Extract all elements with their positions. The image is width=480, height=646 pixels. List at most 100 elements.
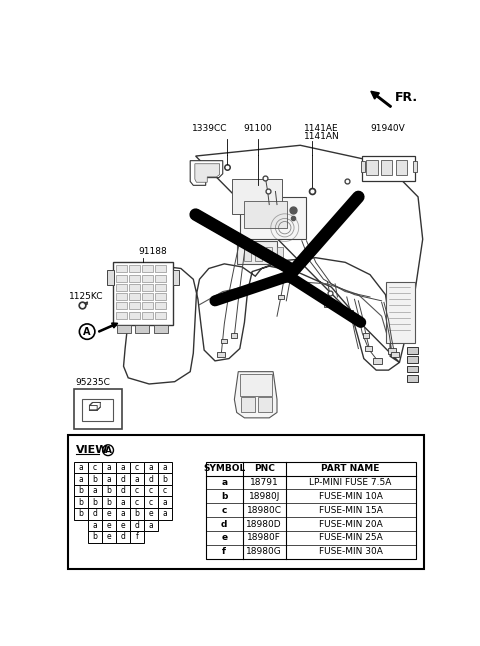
Text: d: d xyxy=(93,509,97,518)
FancyArrow shape xyxy=(98,323,118,332)
Bar xyxy=(244,201,287,227)
Bar xyxy=(385,282,415,343)
Text: a: a xyxy=(107,475,111,484)
Text: d: d xyxy=(148,475,153,484)
Bar xyxy=(156,266,166,273)
Text: d: d xyxy=(120,486,125,495)
Bar xyxy=(157,474,172,485)
Bar xyxy=(266,247,272,261)
Bar xyxy=(102,519,116,531)
Text: c: c xyxy=(135,463,139,472)
Text: 95235C: 95235C xyxy=(75,378,110,387)
Text: 18980J: 18980J xyxy=(249,492,280,501)
Text: c: c xyxy=(135,486,139,495)
Text: a: a xyxy=(148,463,153,472)
Text: 1339CC: 1339CC xyxy=(192,124,228,133)
Bar xyxy=(156,293,166,300)
Bar xyxy=(130,519,144,531)
Text: 18980D: 18980D xyxy=(246,519,282,528)
Bar xyxy=(362,156,415,181)
Bar xyxy=(255,247,262,261)
Bar xyxy=(88,485,102,496)
Bar xyxy=(366,160,378,175)
Bar xyxy=(88,496,102,508)
Bar xyxy=(130,496,144,508)
Bar xyxy=(144,462,157,474)
Bar xyxy=(407,375,418,382)
Bar xyxy=(116,284,127,291)
Bar xyxy=(74,496,88,508)
Text: FUSE-MIN 25A: FUSE-MIN 25A xyxy=(319,534,383,543)
Bar xyxy=(135,326,149,333)
Text: b: b xyxy=(79,497,84,506)
Bar xyxy=(237,241,277,264)
Text: LP-MINI FUSE 7.5A: LP-MINI FUSE 7.5A xyxy=(310,478,392,487)
Text: SYMBOL: SYMBOL xyxy=(203,464,245,473)
Bar xyxy=(117,326,131,333)
Bar xyxy=(373,358,383,364)
Bar xyxy=(142,266,153,273)
Bar xyxy=(116,519,130,531)
Bar xyxy=(130,462,144,474)
Bar xyxy=(116,531,130,543)
Bar xyxy=(116,474,130,485)
Bar xyxy=(88,531,102,543)
Bar xyxy=(102,531,116,543)
Bar xyxy=(244,247,251,261)
Bar xyxy=(142,284,153,291)
Text: c: c xyxy=(163,486,167,495)
Text: a: a xyxy=(79,463,84,472)
Text: PNC: PNC xyxy=(254,464,275,473)
Text: 18980C: 18980C xyxy=(247,506,282,515)
Bar xyxy=(107,270,114,286)
Text: FUSE-MIN 15A: FUSE-MIN 15A xyxy=(319,506,383,515)
Bar xyxy=(396,160,407,175)
Text: c: c xyxy=(149,497,153,506)
Text: a: a xyxy=(134,475,139,484)
Bar xyxy=(413,161,417,172)
Bar xyxy=(157,496,172,508)
Text: b: b xyxy=(107,497,111,506)
Bar xyxy=(113,262,173,326)
Bar xyxy=(130,508,144,519)
Bar xyxy=(116,496,130,508)
Bar xyxy=(144,508,157,519)
Text: a: a xyxy=(120,463,125,472)
Bar xyxy=(88,474,102,485)
Polygon shape xyxy=(195,163,220,182)
Text: c: c xyxy=(149,486,153,495)
Bar xyxy=(277,247,283,261)
Text: f: f xyxy=(135,532,138,541)
Bar xyxy=(116,485,130,496)
Bar xyxy=(130,485,144,496)
Text: c: c xyxy=(135,497,139,506)
Bar xyxy=(407,366,418,373)
Bar xyxy=(102,485,116,496)
Bar xyxy=(144,496,157,508)
Text: b: b xyxy=(162,475,167,484)
Bar xyxy=(102,462,116,474)
Bar xyxy=(381,160,393,175)
Bar xyxy=(391,352,399,357)
Bar xyxy=(116,508,130,519)
Bar xyxy=(116,462,130,474)
Bar xyxy=(407,347,418,354)
Bar xyxy=(102,508,116,519)
Bar xyxy=(129,266,140,273)
Text: 1141AE: 1141AE xyxy=(304,124,339,133)
Text: d: d xyxy=(134,521,139,530)
Bar xyxy=(142,275,153,282)
Bar xyxy=(82,399,113,421)
Text: b: b xyxy=(93,475,97,484)
Bar xyxy=(74,474,88,485)
Bar xyxy=(157,462,172,474)
Bar xyxy=(348,311,353,315)
Bar xyxy=(278,295,284,299)
Text: b: b xyxy=(221,492,228,501)
Bar xyxy=(144,474,157,485)
Text: b: b xyxy=(134,509,139,518)
Text: e: e xyxy=(148,509,153,518)
Bar xyxy=(240,374,272,395)
Text: b: b xyxy=(93,497,97,506)
Text: c: c xyxy=(93,463,97,472)
